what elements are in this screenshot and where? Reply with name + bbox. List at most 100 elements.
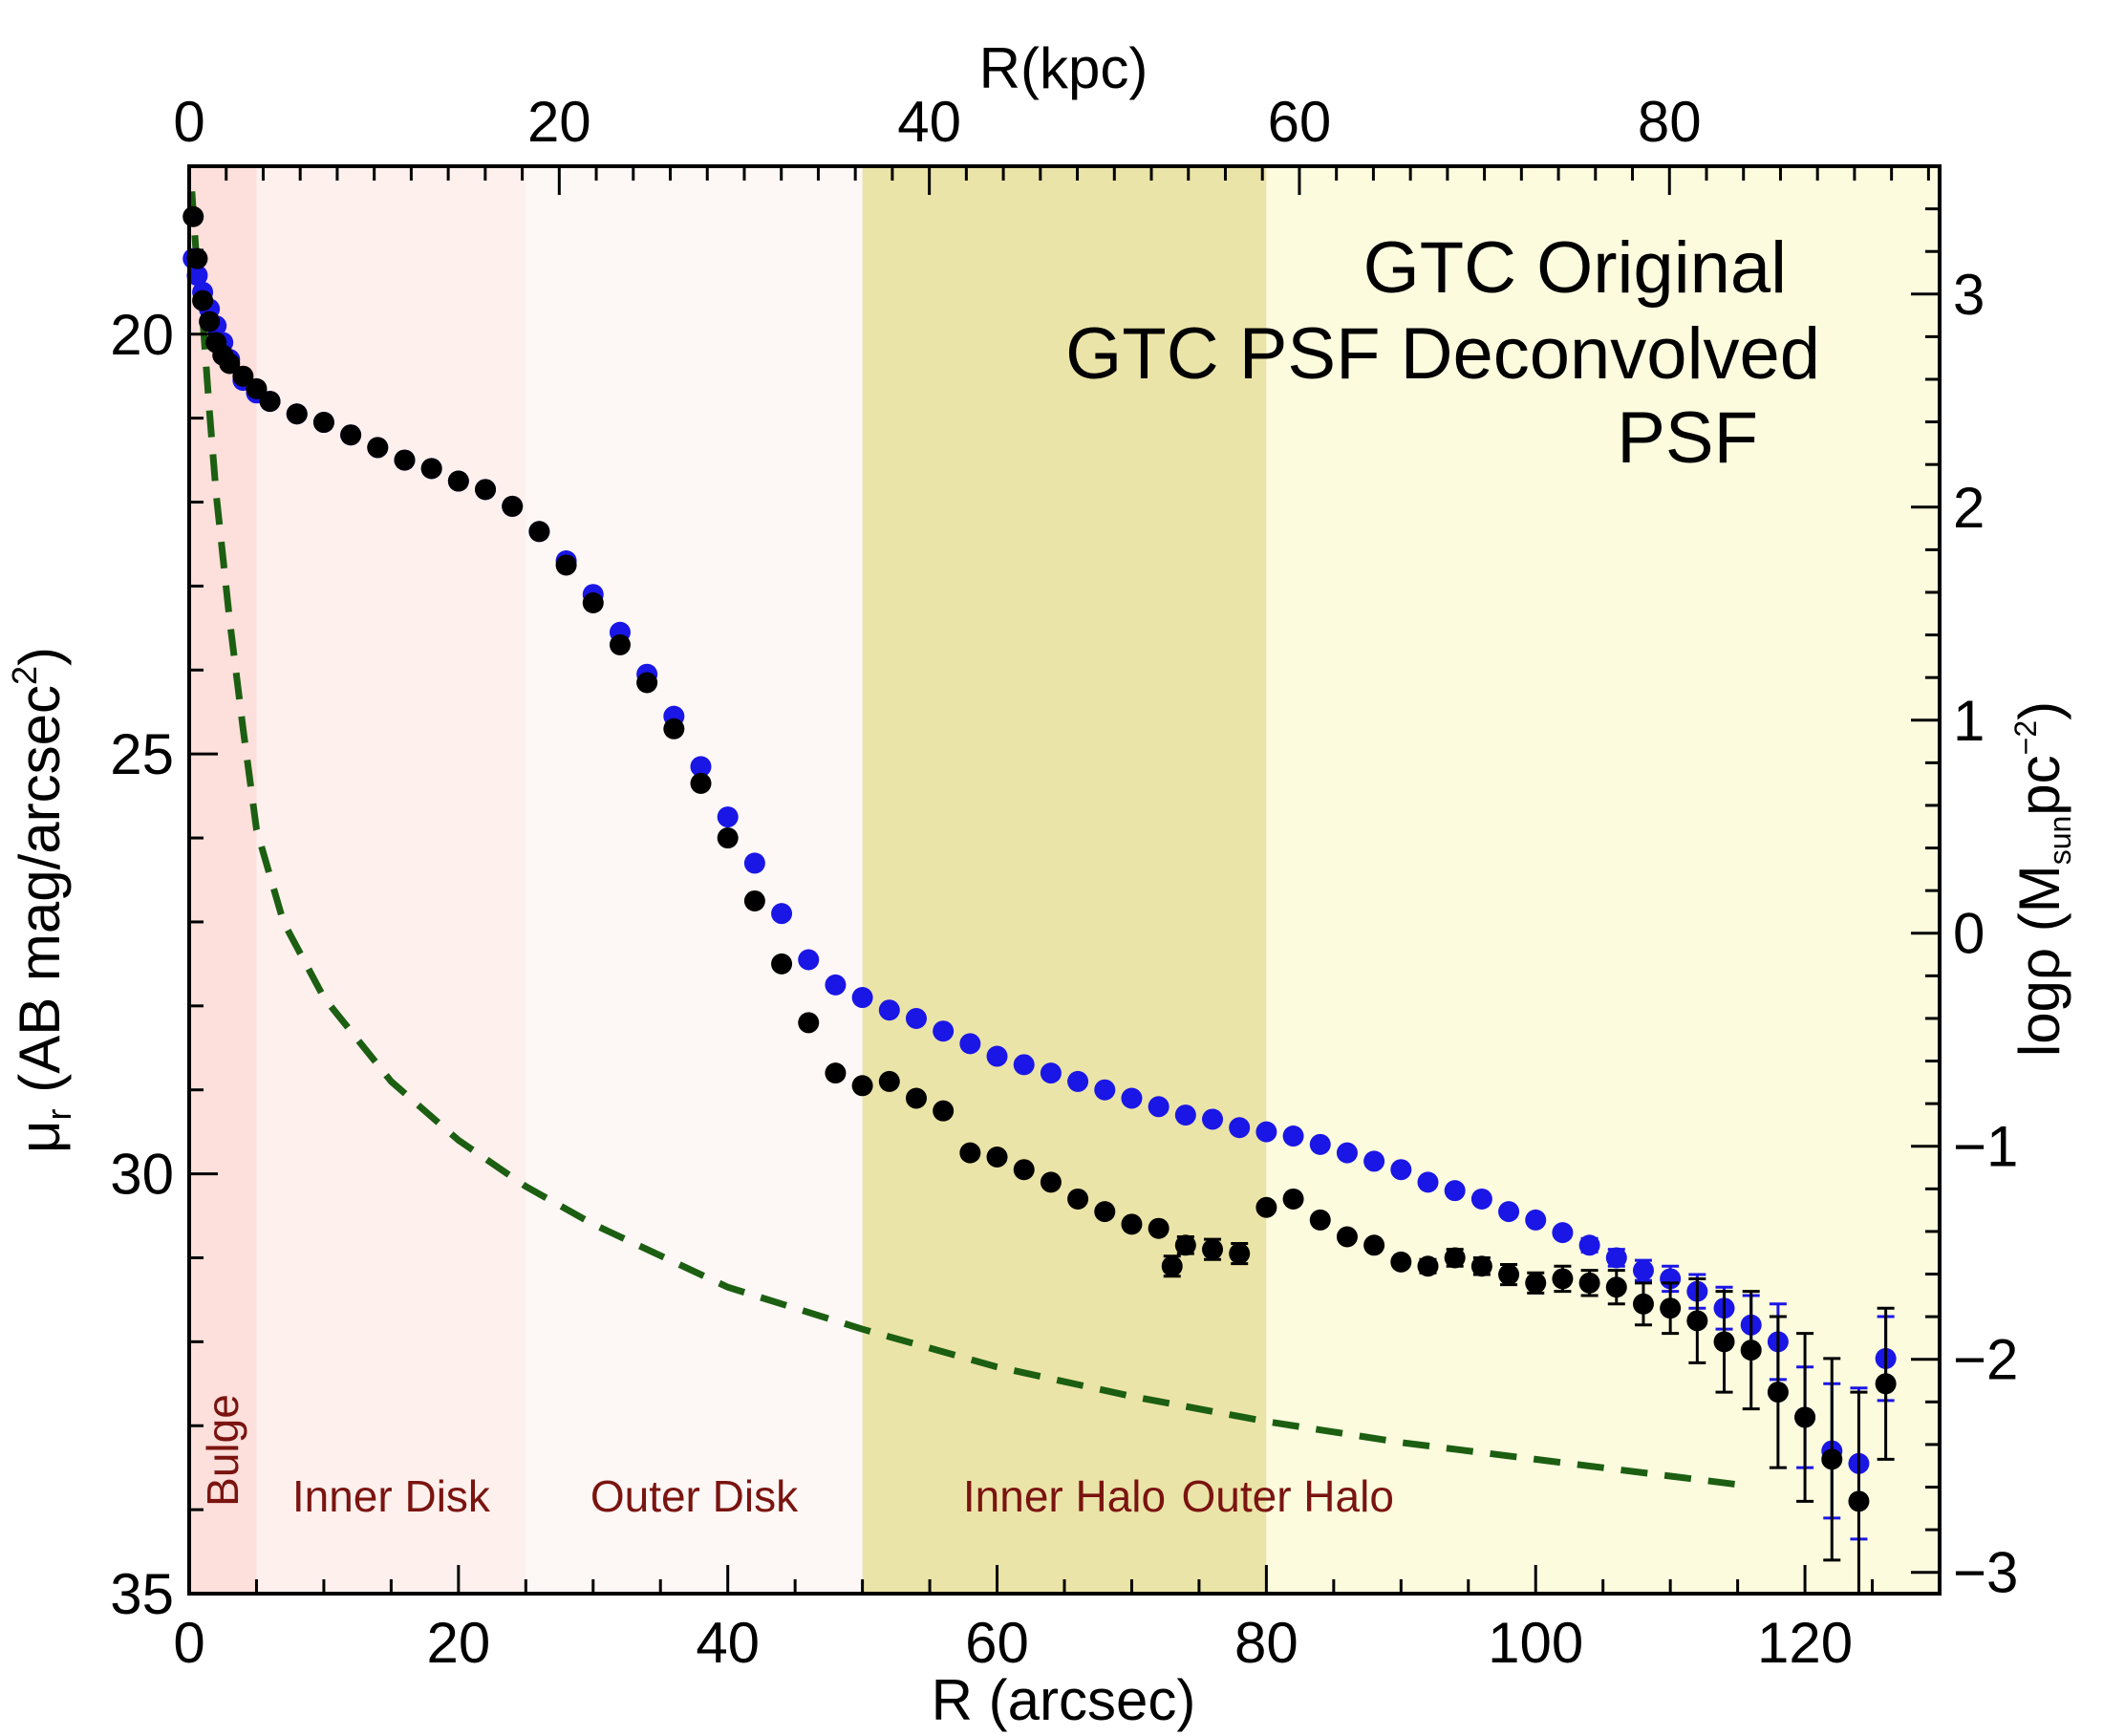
gtc-original-point	[1632, 1259, 1654, 1281]
gtc-deconvolved-point	[1229, 1243, 1251, 1265]
gtc-original-point	[933, 1020, 955, 1042]
gtc-deconvolved-point	[1013, 1159, 1035, 1181]
x-tick-label: 20	[426, 1611, 490, 1675]
gtc-original-point	[1417, 1171, 1439, 1193]
gtc-original-point	[717, 806, 739, 828]
gtc-deconvolved-point	[1121, 1213, 1143, 1235]
right-tick-label: −3	[1953, 1541, 2018, 1605]
gtc-deconvolved-point	[367, 437, 389, 459]
x-tick-label: 0	[173, 1611, 204, 1675]
gtc-deconvolved-point	[1525, 1272, 1547, 1294]
gtc-original-point	[1040, 1062, 1062, 1084]
gtc-original-point	[1229, 1117, 1251, 1139]
top-tick-label: 20	[527, 90, 591, 154]
gtc-deconvolved-point	[1605, 1276, 1627, 1298]
psf-curve	[188, 191, 1739, 1489]
gtc-deconvolved-point	[636, 672, 658, 694]
gtc-original-point	[1390, 1159, 1412, 1181]
gtc-deconvolved-point	[219, 353, 241, 375]
top-tick-label: 80	[1638, 90, 1702, 154]
gtc-deconvolved-point	[1632, 1293, 1654, 1315]
gtc-original-point	[1336, 1142, 1358, 1164]
gtc-deconvolved-point	[717, 827, 739, 849]
gtc-deconvolved-point	[1417, 1255, 1439, 1277]
gtc-original-point	[1121, 1087, 1143, 1109]
gtc-deconvolved-series	[182, 205, 1897, 1596]
gtc-deconvolved-point	[186, 247, 208, 269]
gtc-deconvolved-point	[743, 889, 765, 911]
x-axis-title: R (arcsec)	[932, 1668, 1196, 1732]
region-label-bulge: Bulge	[198, 1394, 247, 1507]
top-tick-label: 0	[173, 90, 204, 154]
y-tick-label: 30	[110, 1143, 174, 1207]
gtc-deconvolved-point	[1821, 1448, 1843, 1470]
region-band-outer-disk	[526, 166, 863, 1594]
gtc-deconvolved-point	[1174, 1234, 1196, 1256]
right-tick-label: 1	[1953, 689, 1985, 753]
gtc-deconvolved-point	[192, 289, 214, 311]
gtc-original-point	[1444, 1180, 1466, 1202]
legend-psf: PSF	[1617, 397, 1758, 479]
gtc-deconvolved-point	[905, 1087, 927, 1109]
gtc-deconvolved-point	[1282, 1188, 1304, 1210]
y-tick-label: 35	[110, 1562, 174, 1626]
gtc-original-point	[1255, 1121, 1277, 1143]
gtc-deconvolved-point	[475, 479, 497, 501]
x-tick-label: 60	[965, 1611, 1029, 1675]
y-axis-title-sup: 2	[5, 666, 44, 685]
gtc-deconvolved-point	[1740, 1340, 1762, 1361]
region-band-inner-disk	[256, 166, 526, 1594]
right-tick-label: −2	[1953, 1328, 2018, 1392]
gtc-deconvolved-point	[1686, 1310, 1708, 1332]
legend-gtc-original: GTC Original	[1363, 227, 1787, 309]
y-axis-title-main: (AB mag/arcsec	[8, 685, 72, 1108]
legend: GTC Original GTC PSF Deconvolved PSF	[1065, 227, 1820, 479]
gtc-deconvolved-point	[663, 718, 685, 739]
gtc-deconvolved-point	[447, 470, 469, 492]
gtc-original-point	[743, 852, 765, 874]
gtc-deconvolved-point	[199, 311, 221, 332]
gtc-deconvolved-point	[1848, 1490, 1870, 1512]
region-band-inner-halo	[862, 166, 1267, 1594]
gtc-deconvolved-point	[582, 591, 604, 613]
gtc-deconvolved-point	[609, 633, 631, 655]
legend-gtc-deconvolved: GTC PSF Deconvolved	[1065, 313, 1820, 395]
gtc-original-point	[771, 903, 793, 925]
gtc-original-point	[1094, 1079, 1116, 1101]
region-bands	[189, 166, 1940, 1594]
gtc-deconvolved-point	[1255, 1196, 1277, 1218]
gtc-deconvolved-point	[690, 772, 712, 794]
gtc-original-point	[851, 987, 873, 1009]
gtc-deconvolved-point	[555, 554, 577, 576]
gtc-deconvolved-point	[933, 1100, 955, 1122]
gtc-deconvolved-point	[1713, 1331, 1735, 1353]
gtc-deconvolved-point	[825, 1062, 847, 1084]
y-axis-title-mu: μ	[8, 1120, 72, 1153]
y-axis-title: μr (AB mag/arcsec2)	[5, 647, 78, 1153]
gtc-deconvolved-point	[286, 403, 308, 425]
y-tick-label: 25	[110, 722, 174, 786]
right-tick-label: −1	[1953, 1115, 2018, 1179]
gtc-deconvolved-point	[1161, 1255, 1183, 1277]
gtc-original-point	[1578, 1234, 1600, 1256]
right-axis-title: logρ (Msunpc−2)	[2007, 701, 2077, 1057]
gtc-deconvolved-point	[420, 458, 442, 480]
gtc-deconvolved-point	[851, 1075, 873, 1097]
gtc-original-point	[1363, 1150, 1385, 1172]
region-labels: Bulge Inner Disk Outer Disk Inner Halo Outer…	[198, 1394, 1394, 1521]
y-axis-title-close: )	[8, 647, 72, 666]
gtc-original-point	[825, 974, 847, 996]
gtc-deconvolved-point	[1498, 1264, 1520, 1286]
gtc-original-point	[1470, 1188, 1492, 1210]
region-label-outer-halo: Outer Halo	[1181, 1471, 1393, 1521]
gtc-deconvolved-point	[771, 953, 793, 975]
top-axis-title: R(kpc)	[979, 36, 1148, 100]
gtc-deconvolved-point	[1363, 1234, 1385, 1256]
right-tick-label: 3	[1953, 263, 1985, 327]
x-tick-label: 80	[1234, 1611, 1298, 1675]
gtc-deconvolved-point	[1202, 1238, 1224, 1260]
right-axis-title-mid: pc	[2007, 755, 2071, 815]
gtc-original-point	[186, 265, 208, 287]
right-axis-title-main: logρ (M	[2007, 865, 2071, 1057]
